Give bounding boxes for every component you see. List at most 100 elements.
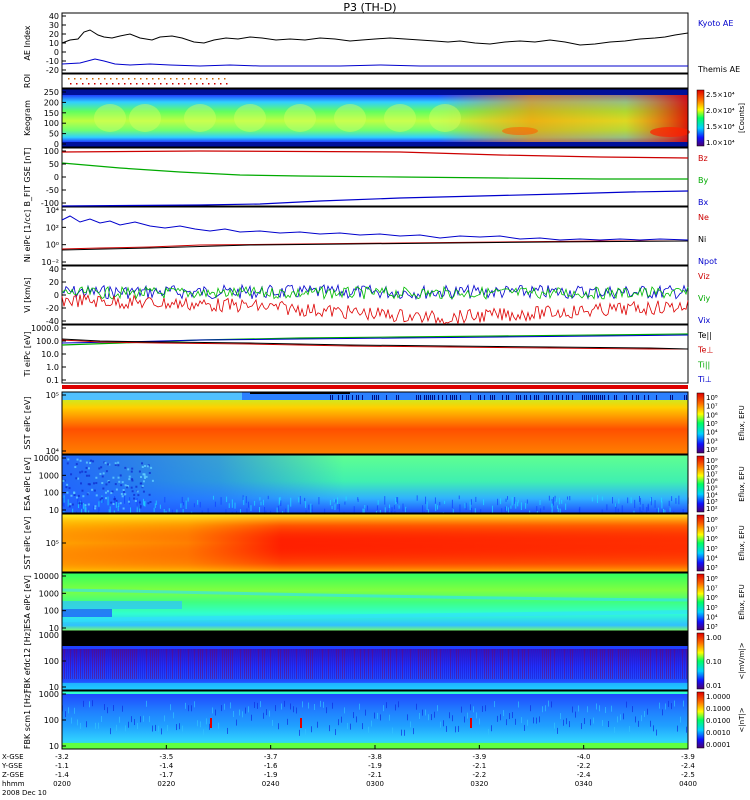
xaxis-value: -3.8 bbox=[368, 753, 382, 761]
ytick-ae: 20 bbox=[49, 30, 59, 39]
ytick-ti: 1.0 bbox=[46, 363, 59, 372]
ytick-vi: -20 bbox=[46, 304, 59, 313]
plot-title: P3 (TH-D) bbox=[343, 1, 396, 14]
xaxis-value: -1.6 bbox=[264, 762, 278, 770]
legend-ae: Themis AE bbox=[697, 65, 740, 74]
ytick-esa_i: 10000 bbox=[34, 572, 59, 581]
cbar-tick-sst_i: 10⁷ bbox=[706, 526, 718, 534]
xaxis-row-label: hhmm bbox=[2, 780, 25, 788]
xaxis-value: -1.1 bbox=[55, 762, 69, 770]
ytick-ae: 40 bbox=[49, 12, 59, 21]
legend-ni: Ni bbox=[698, 235, 706, 244]
ylabel-esa_i: ESA eiPc [eV] bbox=[23, 575, 32, 629]
colorbar-esa_i bbox=[696, 573, 705, 631]
xaxis-value: -1.7 bbox=[159, 771, 173, 779]
panel-bfit bbox=[61, 147, 689, 207]
ylabel-sst_e: SST eiPc [eV] bbox=[23, 396, 32, 449]
cbar-tick-esa_e: 10⁸ bbox=[706, 464, 718, 472]
cbar-tick-fbk_b: 1.0000 bbox=[706, 693, 731, 701]
ytick-vi: 0 bbox=[54, 291, 59, 300]
xaxis-value: 0240 bbox=[262, 780, 280, 788]
xaxis-value: 0340 bbox=[575, 780, 593, 788]
xaxis-row-label: Z-GSE bbox=[2, 771, 24, 779]
cbar-label-keogram: [Counts] bbox=[738, 103, 746, 133]
legend-ti: Ti|| bbox=[697, 360, 710, 369]
ytick-ti: 1000.0 bbox=[31, 324, 59, 333]
legend-ni: Ne bbox=[698, 213, 709, 222]
cbar-tick-sst_e: 10⁶ bbox=[706, 411, 718, 419]
ytick-esa_i: 10 bbox=[49, 624, 59, 633]
cbar-tick-esa_e: 10² bbox=[706, 505, 718, 513]
cbar-label-fbk_e: <|mV/m|> bbox=[738, 642, 746, 679]
xaxis-value: 0320 bbox=[470, 780, 488, 788]
xaxis-value: 0220 bbox=[157, 780, 175, 788]
panel-fbk-b bbox=[61, 690, 689, 750]
xaxis-value: -1.9 bbox=[368, 762, 382, 770]
ytick-keogram: 0 bbox=[54, 140, 59, 149]
ytick-sst_e: 10⁴ bbox=[46, 447, 59, 456]
xaxis-value: -3.5 bbox=[159, 753, 173, 761]
ytick-bfit: -50 bbox=[46, 186, 59, 195]
cbar-tick-sst_i: 10⁸ bbox=[706, 516, 718, 524]
xaxis-value: -2.1 bbox=[472, 762, 486, 770]
fbk-b-noise bbox=[62, 700, 687, 736]
xaxis-value: -1.9 bbox=[264, 771, 278, 779]
cbar-tick-esa_i: 10³ bbox=[706, 623, 718, 631]
colorbars: 2.5×10⁴2.0×10⁴1.5×10⁴1.0×10⁴[Counts]10⁸1… bbox=[696, 89, 746, 749]
ytick-esa_e: 100 bbox=[44, 489, 59, 498]
cbar-tick-esa_e: 10³ bbox=[706, 498, 718, 506]
cbar-tick-sst_i: 10⁴ bbox=[706, 554, 718, 562]
colorbar-sst_e bbox=[696, 392, 705, 454]
xaxis-value: -1.4 bbox=[159, 762, 173, 770]
cbar-tick-esa_e: 10⁹ bbox=[706, 457, 718, 465]
colorbar-sst_i bbox=[696, 514, 705, 572]
colorbar-fbk_e bbox=[696, 632, 705, 690]
cbar-tick-esa_e: 10⁶ bbox=[706, 478, 718, 486]
cbar-tick-sst_e: 10³ bbox=[706, 437, 718, 445]
ytick-keogram: 200 bbox=[44, 98, 59, 107]
sst-e-noise bbox=[330, 395, 687, 400]
panel-ti bbox=[61, 324, 689, 384]
ylabel-ae: AE Index bbox=[23, 25, 32, 60]
ytick-bfit: -100 bbox=[41, 199, 59, 208]
ylabel-keogram: Keogram bbox=[23, 100, 32, 136]
ylabel-bfit: B_FIT GSE [nT] bbox=[23, 148, 32, 207]
kyoto-ae-line bbox=[61, 58, 688, 67]
viz-line bbox=[61, 293, 689, 325]
legends: Kyoto AE Themis AE Bz By Bx Ne Ni Npot Viz Viy Vix… bbox=[697, 19, 740, 384]
legend-ae: Kyoto AE bbox=[698, 19, 733, 28]
xaxis-value: 0200 bbox=[53, 780, 71, 788]
legend-ti: Te⊥ bbox=[697, 346, 713, 355]
cbar-tick-keogram: 1.5×10⁴ bbox=[706, 123, 735, 131]
cbar-tick-esa_i: 10⁶ bbox=[706, 594, 718, 602]
ytick-vi: -40 bbox=[46, 317, 59, 326]
cbar-tick-fbk_e: 0.10 bbox=[706, 658, 722, 666]
xaxis-value: -4.0 bbox=[577, 753, 591, 761]
ytick-ae: 10 bbox=[49, 39, 59, 48]
panel-ni bbox=[61, 206, 689, 266]
xaxis-value: -2.2 bbox=[472, 771, 486, 779]
cbar-tick-fbk_b: 0.1000 bbox=[706, 705, 731, 713]
axis-labels: AE Index403020100-10-20ROIKeogram2502001… bbox=[23, 12, 66, 751]
cbar-tick-keogram: 2.5×10⁴ bbox=[706, 91, 735, 99]
ytick-keogram: 50 bbox=[49, 130, 59, 139]
xaxis-value: -1.4 bbox=[55, 771, 69, 779]
ytick-ae: 0 bbox=[54, 48, 59, 57]
panel-roi bbox=[61, 73, 689, 89]
ytick-esa_i: 100 bbox=[44, 607, 59, 616]
cbar-label-fbk_b: <|nT|> bbox=[738, 707, 746, 732]
ytick-fbk_b: 10 bbox=[49, 742, 59, 751]
ytick-keogram: 100 bbox=[44, 119, 59, 128]
ytick-ae: -20 bbox=[46, 66, 59, 75]
ytick-vi: 40 bbox=[49, 265, 59, 274]
cbar-tick-sst_e: 10⁴ bbox=[706, 429, 718, 437]
panel-keogram bbox=[61, 88, 690, 148]
xaxis-value: -2.5 bbox=[681, 771, 695, 779]
xaxis-value: -2.4 bbox=[577, 771, 591, 779]
mode-bar bbox=[62, 385, 688, 389]
ytick-esa_e: 1000 bbox=[39, 471, 59, 480]
panel-vi bbox=[61, 265, 689, 325]
ytick-ti: 100.0 bbox=[36, 337, 59, 346]
ytick-fbk_e: 100 bbox=[44, 657, 59, 666]
